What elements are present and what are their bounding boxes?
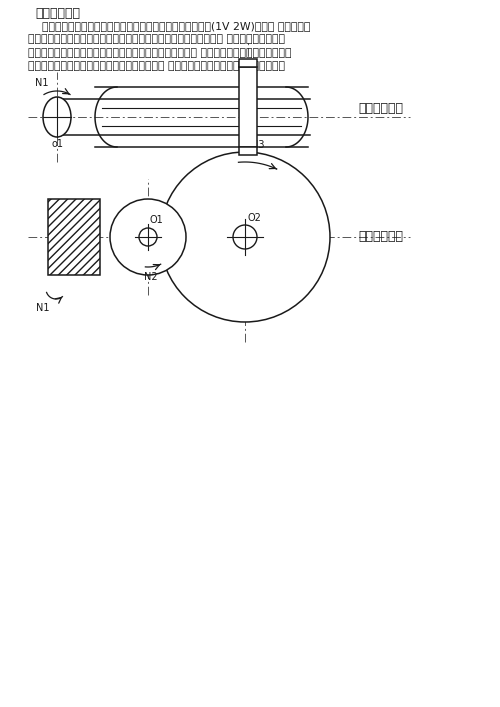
Text: o1: o1 xyxy=(52,139,64,149)
Text: 速齿轮组，蜗轮蜗杆减速齿轮组驱动前轮向前匀速缓慢滚动，同时通 过蜗轮蜗杆减速齿轮: 速齿轮组，蜗轮蜗杆减速齿轮组驱动前轮向前匀速缓慢滚动，同时通 过蜗轮蜗杆减速齿轮 xyxy=(28,35,285,45)
Text: O1: O1 xyxy=(150,215,164,225)
Text: N1: N1 xyxy=(36,303,50,313)
Bar xyxy=(239,67,257,147)
Circle shape xyxy=(139,228,157,246)
Bar xyxy=(239,59,257,67)
Text: 齿轮组俯视图: 齿轮组俯视图 xyxy=(358,103,403,115)
Text: N1: N1 xyxy=(35,78,48,88)
Bar xyxy=(239,147,257,155)
Text: N2: N2 xyxy=(144,272,158,282)
Text: 本模型车采用四轮触地，前轮驱动模式前进，通过一个电机(1V 2W)来转动 蜗轮蜗杆减: 本模型车采用四轮触地，前轮驱动模式前进，通过一个电机(1V 2W)来转动 蜗轮蜗… xyxy=(28,21,310,31)
Text: 组的速度转换，也使得前轮的扭力加大，可以达到翻越障碍 物的动力要求。减慢模型车的前: 组的速度转换，也使得前轮的扭力加大，可以达到翻越障碍 物的动力要求。减慢模型车的… xyxy=(28,48,291,58)
Text: O2: O2 xyxy=(247,213,261,223)
Circle shape xyxy=(110,199,186,275)
Text: 进速度也是为了使太阳能电池板能够得到太阳光 的照射时间更长，从而获得更多的电能。: 进速度也是为了使太阳能电池板能够得到太阳光 的照射时间更长，从而获得更多的电能。 xyxy=(28,62,285,71)
Circle shape xyxy=(233,225,257,249)
Circle shape xyxy=(160,152,330,322)
Text: 齿轮组侧视图: 齿轮组侧视图 xyxy=(358,230,403,243)
Text: N3: N3 xyxy=(251,140,264,150)
Ellipse shape xyxy=(43,97,71,137)
Text: 二、动力系统: 二、动力系统 xyxy=(35,7,80,20)
Bar xyxy=(48,199,100,275)
Bar xyxy=(48,199,100,275)
